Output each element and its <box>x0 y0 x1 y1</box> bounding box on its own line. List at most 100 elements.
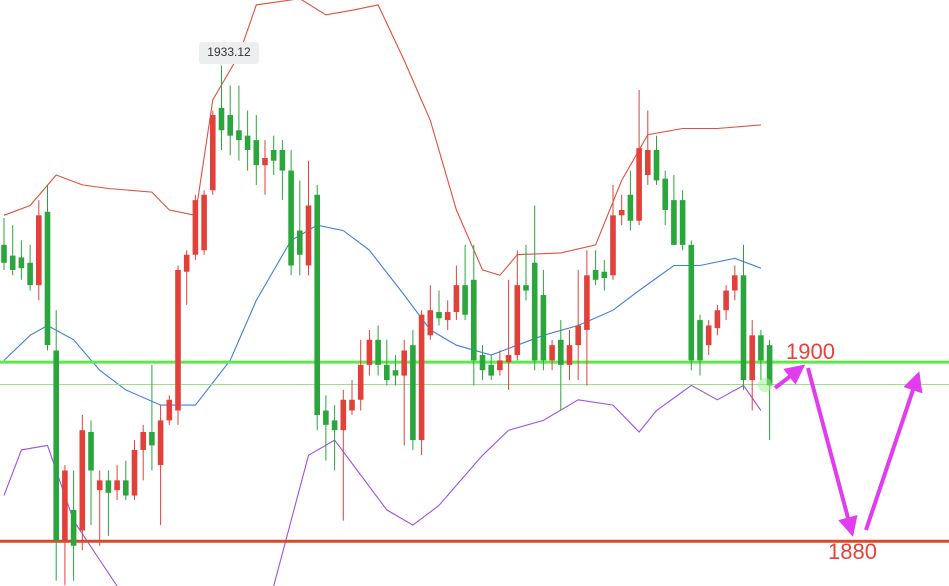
candle-body <box>123 480 129 496</box>
candle-body <box>601 271 608 279</box>
candle-body <box>766 345 773 386</box>
candle-body <box>236 130 242 141</box>
candle-body <box>384 364 390 381</box>
tooltip: 1933.12 <box>199 42 259 64</box>
candle-body <box>575 325 581 346</box>
candle-body <box>44 211 51 346</box>
candle-body <box>540 295 547 361</box>
candle-body <box>96 480 103 491</box>
candle-body <box>714 310 721 329</box>
candle-body <box>149 432 155 446</box>
candle-body <box>79 430 86 531</box>
candle-body <box>392 370 399 376</box>
candle-body <box>27 262 33 286</box>
candle-body <box>592 269 599 280</box>
candle-body <box>749 335 755 381</box>
candle-body <box>401 350 407 376</box>
candle-body <box>218 107 225 131</box>
candle-body <box>114 480 120 491</box>
candle-body <box>462 285 468 315</box>
candle-body <box>227 115 233 136</box>
candle-body <box>18 257 25 269</box>
band-line <box>3 384 762 586</box>
band-line <box>3 224 762 406</box>
candle-body <box>270 149 277 161</box>
candle-body <box>279 149 286 171</box>
candle-body <box>410 345 416 441</box>
candle-body <box>375 339 381 365</box>
forecast-arrows <box>773 364 923 537</box>
level-label: 1880 <box>828 539 877 564</box>
candle-body <box>653 149 660 181</box>
candle-body <box>697 320 703 361</box>
candle-body <box>331 420 338 431</box>
candle-body <box>479 355 486 371</box>
candle-body <box>584 275 590 330</box>
candle-body <box>288 170 294 266</box>
candle-body <box>531 262 538 361</box>
candle-body <box>436 312 442 319</box>
candle-body <box>427 310 434 336</box>
candle-body <box>497 360 503 371</box>
candle-body <box>505 355 512 363</box>
candle-body <box>9 255 16 270</box>
candle-body <box>1 244 7 263</box>
candle-body <box>444 312 451 321</box>
candle-body <box>183 254 190 272</box>
candle-body <box>636 148 642 221</box>
candle-body <box>253 140 260 166</box>
candle-body <box>340 399 347 431</box>
candle-body <box>610 215 616 276</box>
candle-body <box>705 325 712 346</box>
candle-body <box>688 244 695 361</box>
arrow-down <box>806 367 858 537</box>
candle-body <box>758 335 764 361</box>
candle-body <box>566 345 573 365</box>
candle-body <box>357 364 364 400</box>
candle-body <box>244 135 251 150</box>
candle-body <box>105 480 112 493</box>
candle-body <box>740 275 747 381</box>
candle-body <box>323 410 329 425</box>
candle-body <box>175 269 181 411</box>
candle-body <box>262 158 268 166</box>
tooltip-box <box>199 42 259 64</box>
candle-body <box>418 314 425 441</box>
candle-body <box>679 200 686 245</box>
arrow-up <box>773 364 806 390</box>
candle-body <box>618 209 625 216</box>
candle-body <box>140 432 146 450</box>
candle-body <box>305 205 312 266</box>
candle-body <box>662 178 668 210</box>
candle-body <box>627 194 634 221</box>
candle-body <box>192 200 199 255</box>
current-price-glow <box>758 378 772 392</box>
candle-body <box>366 339 373 365</box>
candle-body <box>53 350 59 541</box>
candle-body <box>453 285 460 313</box>
tooltip-text: 1933.12 <box>207 45 251 59</box>
candle-body <box>166 399 173 421</box>
candle-body <box>523 285 529 291</box>
candle-body <box>201 194 207 251</box>
candles <box>1 65 773 586</box>
candle-body <box>297 230 303 255</box>
candle-body <box>157 420 164 466</box>
candle-body <box>558 339 564 365</box>
candle-body <box>36 215 42 286</box>
candle-body <box>88 432 94 471</box>
candle-body <box>645 149 651 176</box>
candle-body <box>210 115 216 191</box>
candle-body <box>70 509 77 546</box>
candle-body <box>514 285 521 356</box>
arrow-up <box>864 371 923 531</box>
candle-body <box>723 290 729 311</box>
bands <box>3 0 762 586</box>
candle-body <box>671 200 677 245</box>
level-label: 1900 <box>786 339 835 364</box>
candle-body <box>131 449 138 496</box>
candle-body <box>349 399 355 411</box>
candle-body <box>314 194 320 415</box>
